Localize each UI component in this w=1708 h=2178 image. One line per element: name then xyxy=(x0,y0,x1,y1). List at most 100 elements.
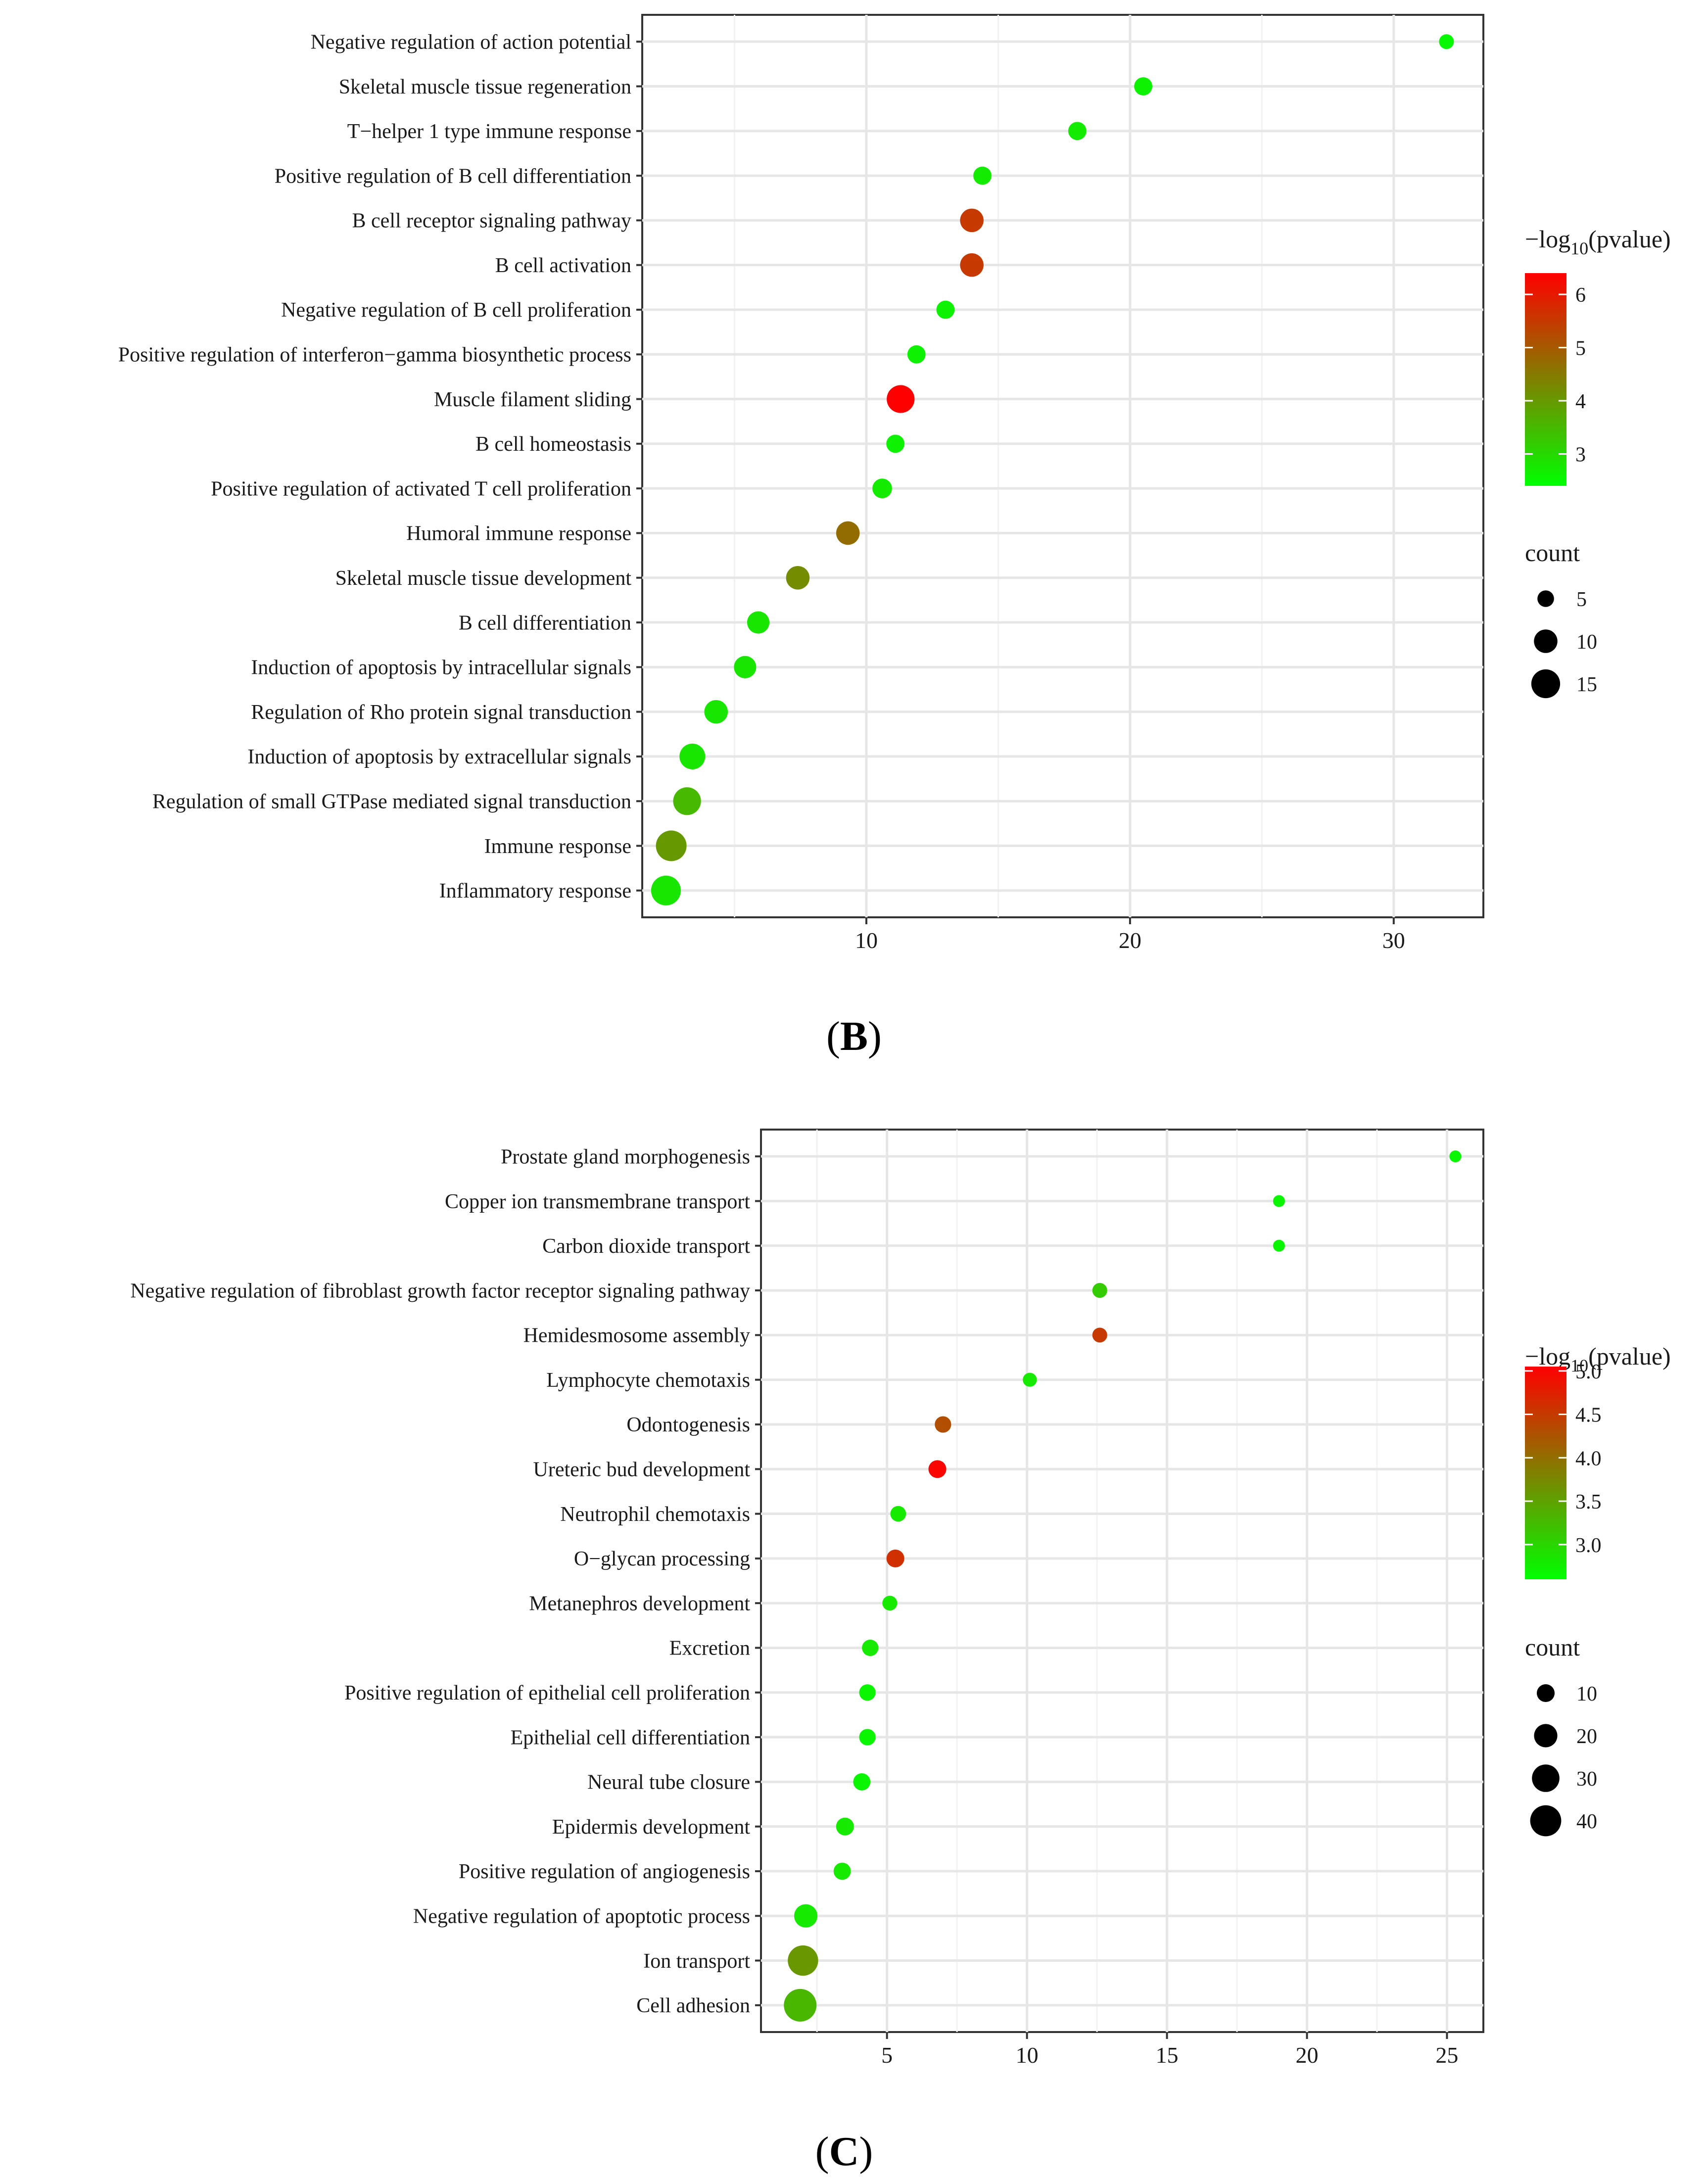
data-point xyxy=(679,743,706,769)
color-tick-label: 3 xyxy=(1575,444,1586,467)
points-c xyxy=(784,1150,1462,2022)
y-tick-label: Ureteric bud development xyxy=(533,1459,751,1481)
y-tick-label: Negative regulation of apoptotic process xyxy=(413,1905,750,1928)
data-point xyxy=(1134,77,1152,95)
y-tick-label: Copper ion transmembrane transport xyxy=(445,1190,750,1213)
y-tick-label: Immune response xyxy=(484,835,631,858)
data-point xyxy=(656,830,687,861)
data-point xyxy=(1449,1150,1462,1163)
size-legend-label: 10 xyxy=(1576,631,1597,654)
y-tick-label: Lymphocyte chemotaxis xyxy=(546,1369,750,1392)
y-tick-label: Regulation of Rho protein signal transdu… xyxy=(251,701,631,724)
size-legend-label: 40 xyxy=(1576,1810,1597,1833)
data-point xyxy=(907,345,926,364)
category-labels-b: Negative regulation of action potential S… xyxy=(118,31,642,902)
data-point xyxy=(936,300,955,319)
y-tick-label: O−glycan processing xyxy=(574,1548,750,1570)
y-tick-label: Negative regulation of fibroblast growth… xyxy=(130,1279,750,1302)
size-legend-dot xyxy=(1531,669,1561,699)
data-point xyxy=(973,166,992,185)
chart-panel-c: Prostate gland morphogenesis Copper ion t… xyxy=(130,1129,1671,2175)
data-point xyxy=(833,1862,851,1880)
size-legend-label: 5 xyxy=(1576,588,1587,611)
data-point xyxy=(890,1506,906,1522)
data-point xyxy=(1273,1195,1285,1207)
size-legend-items-c: 10 20 30 40 xyxy=(1530,1683,1597,1837)
x-tick-label: 25 xyxy=(1435,2042,1458,2068)
color-bar-b xyxy=(1525,273,1566,486)
data-point xyxy=(836,521,860,545)
data-point xyxy=(960,253,984,277)
data-point xyxy=(960,208,984,233)
data-point xyxy=(887,385,915,413)
x-tick-label: 30 xyxy=(1382,928,1405,953)
color-tick-label: 4.0 xyxy=(1575,1447,1602,1470)
color-tick-label: 3.0 xyxy=(1575,1534,1602,1557)
data-point xyxy=(734,656,757,678)
color-tick-label: 3.5 xyxy=(1575,1491,1602,1514)
grid-b xyxy=(642,15,1483,917)
grid-c xyxy=(761,1130,1483,2032)
size-legend-dot xyxy=(1534,1724,1558,1748)
data-point xyxy=(928,1460,947,1478)
y-tick-label: Odontogenesis xyxy=(626,1414,750,1436)
x-tick-label: 10 xyxy=(1016,2042,1039,2068)
color-tick-label: 4.5 xyxy=(1575,1404,1602,1427)
y-tick-label: Inflammatory response xyxy=(439,880,631,902)
color-legend-b: −log10(pvalue) 3 4 5 6 xyxy=(1525,225,1671,486)
y-tick-label: Skeletal muscle tissue regeneration xyxy=(339,76,631,98)
data-point xyxy=(1092,1327,1107,1343)
y-tick-label: Humoral immune response xyxy=(406,522,631,545)
data-point xyxy=(651,875,681,905)
size-legend-title-c: count xyxy=(1525,1633,1580,1661)
size-legend-label: 15 xyxy=(1576,673,1597,696)
size-legend-dot xyxy=(1537,590,1554,607)
color-bar-ticks-c: 3.0 3.5 4.0 4.5 5.0 xyxy=(1525,1361,1602,1557)
y-tick-label: Regulation of small GTPase mediated sign… xyxy=(152,791,631,813)
color-legend-title-c: −log10(pvalue) xyxy=(1525,1342,1671,1375)
data-point xyxy=(886,434,904,453)
size-legend-items-b: 5 10 15 xyxy=(1531,588,1597,699)
x-axis-b: 10 20 30 xyxy=(855,917,1405,953)
color-tick-label: 5 xyxy=(1575,337,1586,360)
data-point xyxy=(859,1729,876,1746)
data-point xyxy=(1023,1373,1037,1387)
data-point xyxy=(788,1945,818,1976)
y-tick-label: Carbon dioxide transport xyxy=(542,1235,750,1258)
y-tick-label: B cell activation xyxy=(495,254,631,277)
x-tick-label: 20 xyxy=(1119,928,1141,953)
data-point xyxy=(784,1989,817,2022)
category-labels-c: Prostate gland morphogenesis Copper ion t… xyxy=(130,1145,761,2017)
color-tick-label: 5.0 xyxy=(1575,1361,1602,1383)
color-bar-ticks-b: 3 4 5 6 xyxy=(1525,284,1586,467)
data-point xyxy=(882,1596,898,1611)
size-legend-label: 20 xyxy=(1576,1725,1597,1748)
chart-panel-b: Negative regulation of action potential S… xyxy=(118,14,1671,1059)
color-tick-label: 6 xyxy=(1575,284,1586,307)
size-legend-c: count 10 20 30 40 xyxy=(1525,1633,1597,1837)
y-tick-label: Skeletal muscle tissue development xyxy=(335,567,632,590)
data-point xyxy=(747,611,770,634)
size-legend-title-b: count xyxy=(1525,539,1580,567)
data-point xyxy=(859,1684,876,1701)
size-legend-b: count 5 10 15 xyxy=(1525,539,1597,699)
color-legend-title-b: −log10(pvalue) xyxy=(1525,225,1671,258)
y-tick-label: Excretion xyxy=(669,1637,750,1660)
y-tick-label: Ion transport xyxy=(643,1950,750,1973)
x-tick-label: 15 xyxy=(1156,2042,1179,2068)
points-b xyxy=(651,34,1454,905)
data-point xyxy=(673,787,701,815)
y-tick-label: Induction of apoptosis by intracellular … xyxy=(251,657,631,679)
y-tick-label: Neutrophil chemotaxis xyxy=(560,1503,750,1526)
panel-label-c: (C) xyxy=(815,2129,873,2175)
data-point xyxy=(794,1904,818,1928)
y-tick-label: Cell adhesion xyxy=(636,1994,750,2017)
data-point xyxy=(1439,34,1454,49)
size-legend-dot xyxy=(1536,1684,1555,1703)
size-legend-dot xyxy=(1532,1764,1560,1792)
size-legend-dot xyxy=(1530,1805,1562,1837)
y-tick-label: Hemidesmosome assembly xyxy=(523,1325,750,1347)
data-point xyxy=(786,566,810,590)
y-tick-label: Epidermis development xyxy=(552,1816,750,1839)
